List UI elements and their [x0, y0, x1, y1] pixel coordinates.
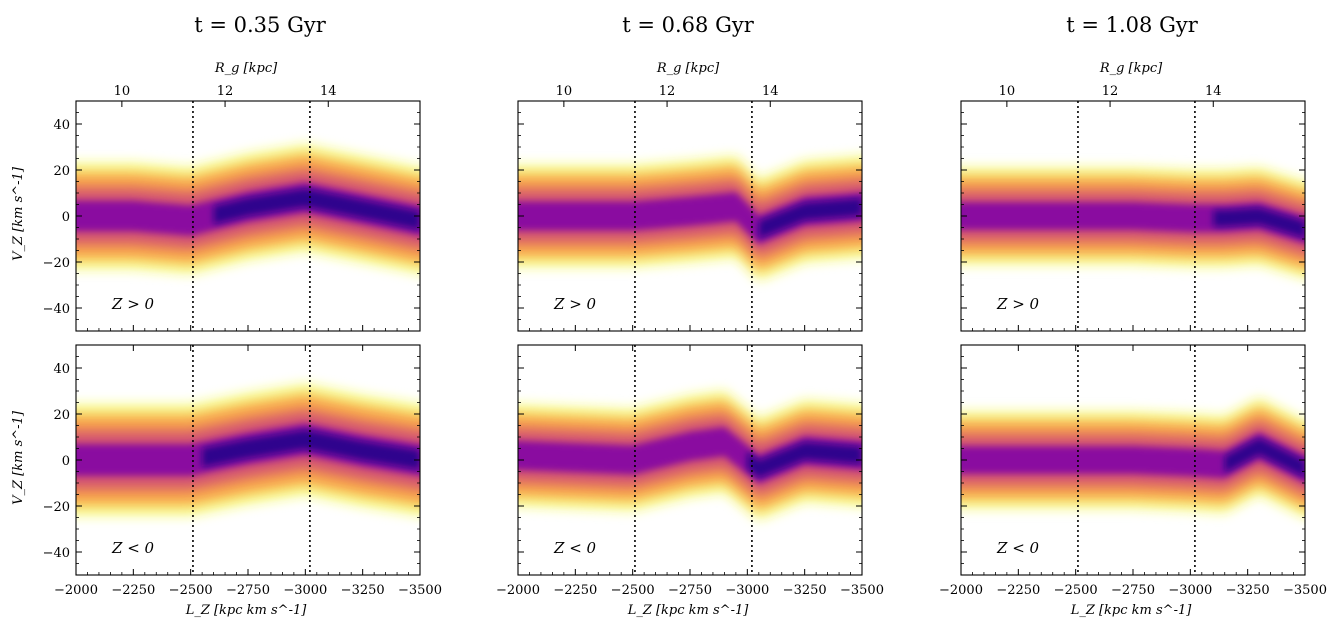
x-tick-label: −2750	[1111, 583, 1155, 598]
x-tick-label: −2000	[939, 583, 983, 598]
density-heatmap	[961, 397, 1305, 518]
x-tick-label: −3500	[398, 583, 442, 598]
top-axis-labels: R_g [kpc] R_g [kpc] R_g [kpc]	[214, 61, 1163, 76]
x-tick-label: −3000	[1168, 583, 1212, 598]
density-core-1	[1213, 207, 1305, 239]
y-tick-label: 20	[53, 408, 70, 423]
x-tick-label: −2250	[111, 583, 155, 598]
x-tick-label: −3250	[1226, 583, 1270, 598]
column-titles: t = 0.35 Gyr t = 0.68 Gyr t = 1.08 Gyr	[194, 13, 1198, 37]
top-tick-label: 14	[1205, 84, 1222, 99]
x-tick-label: −2750	[668, 583, 712, 598]
top-tick-label: 10	[556, 84, 573, 99]
top-tick-label: 14	[762, 84, 779, 99]
x-tick-label: −3250	[783, 583, 827, 598]
x-axis-labels: L_Z [kpc km s^-1] L_Z [kpc km s^-1] L_Z …	[185, 603, 1193, 618]
x-axis-label-1: L_Z [kpc km s^-1]	[185, 603, 308, 618]
y-tick-label: −40	[43, 302, 70, 317]
x-axis-label-2: L_Z [kpc km s^-1]	[627, 603, 750, 618]
density-heatmap	[518, 156, 862, 281]
top-tick-label: 12	[1102, 84, 1119, 99]
x-tick-label: −2500	[611, 583, 655, 598]
density-core-1	[747, 442, 862, 478]
density-band-4	[961, 432, 1305, 483]
y-tick-label: 40	[53, 118, 70, 133]
density-heatmap	[76, 383, 420, 516]
hemisphere-annotation: Z < 0	[996, 539, 1040, 557]
y-tick-label: 20	[53, 164, 70, 179]
y-tick-label: 0	[62, 210, 70, 225]
y-tick-label: −40	[43, 546, 70, 561]
hemisphere-annotation: Z > 0	[996, 295, 1040, 313]
panel-zpos-1: −40 −20 0 20 40 10 12 14 Z > 0	[43, 84, 421, 332]
x-tick-label: −2250	[553, 583, 597, 598]
hemisphere-annotation: Z > 0	[111, 295, 155, 313]
x-tick-label: −2250	[996, 583, 1040, 598]
x-tick-label: −3000	[283, 583, 327, 598]
x-tick-label: −2500	[1054, 583, 1098, 598]
y-tick-label: 0	[62, 454, 70, 469]
density-core-1	[202, 430, 420, 470]
density-heatmap	[961, 167, 1305, 279]
density-core-1	[213, 188, 420, 230]
x-tick-label: −3500	[1283, 583, 1327, 598]
hemisphere-annotation: Z < 0	[553, 539, 597, 557]
density-core-1	[758, 198, 862, 239]
hemisphere-annotation: Z > 0	[553, 295, 597, 313]
top-tick-label: 12	[659, 84, 676, 99]
top-tick-label: 12	[217, 84, 234, 99]
panel-zpos-3: 10 12 14 Z > 0	[960, 84, 1306, 332]
top-axis-label-3: R_g [kpc]	[1099, 61, 1163, 76]
x-tick-label: −3000	[725, 583, 769, 598]
x-tick-label: −3250	[341, 583, 385, 598]
density-heatmap	[76, 144, 420, 274]
top-tick-label: 14	[320, 84, 337, 99]
column-title-2: t = 0.68 Gyr	[622, 13, 754, 37]
top-tick-label: 10	[114, 84, 131, 99]
y-tick-label: −20	[43, 500, 70, 515]
top-tick-label: 10	[999, 84, 1016, 99]
panel-zpos-2: 10 12 14 Z > 0	[517, 84, 863, 332]
x-tick-label: −2750	[226, 583, 270, 598]
top-axis-label-1: R_g [kpc]	[214, 61, 278, 76]
x-axis-label-3: L_Z [kpc km s^-1]	[1070, 603, 1193, 618]
x-tick-label: −2000	[496, 583, 540, 598]
x-tick-label: −2500	[169, 583, 213, 598]
density-core-1	[1224, 438, 1305, 478]
y-axis-label-top: V_Z [km s^-1]	[11, 166, 26, 261]
column-title-1: t = 0.35 Gyr	[194, 13, 326, 37]
y-tick-label: −20	[43, 256, 70, 271]
y-tick-label: 40	[53, 362, 70, 377]
panel-zneg-1: −40 −20 0 20 40 −2000 −2250 −2500 −2750 −3000 −325…	[43, 344, 442, 598]
hemisphere-annotation: Z < 0	[111, 539, 155, 557]
x-tick-label: −2000	[54, 583, 98, 598]
panel-zneg-3: −2000 −2250 −2500 −2750 −3000 −3250 −3500 Z < 0	[939, 344, 1327, 598]
panel-zneg-2: −2000 −2250 −2500 −2750 −3000 −3250 −3500 Z < 0	[496, 344, 884, 598]
top-axis-label-2: R_g [kpc]	[656, 61, 720, 76]
y-axis-label-bottom: V_Z [km s^-1]	[11, 410, 26, 505]
x-tick-label: −3500	[840, 583, 884, 598]
density-heatmap	[518, 390, 862, 520]
y-axis-labels: V_Z [km s^-1] V_Z [km s^-1]	[11, 166, 26, 505]
column-title-3: t = 1.08 Gyr	[1066, 13, 1198, 37]
